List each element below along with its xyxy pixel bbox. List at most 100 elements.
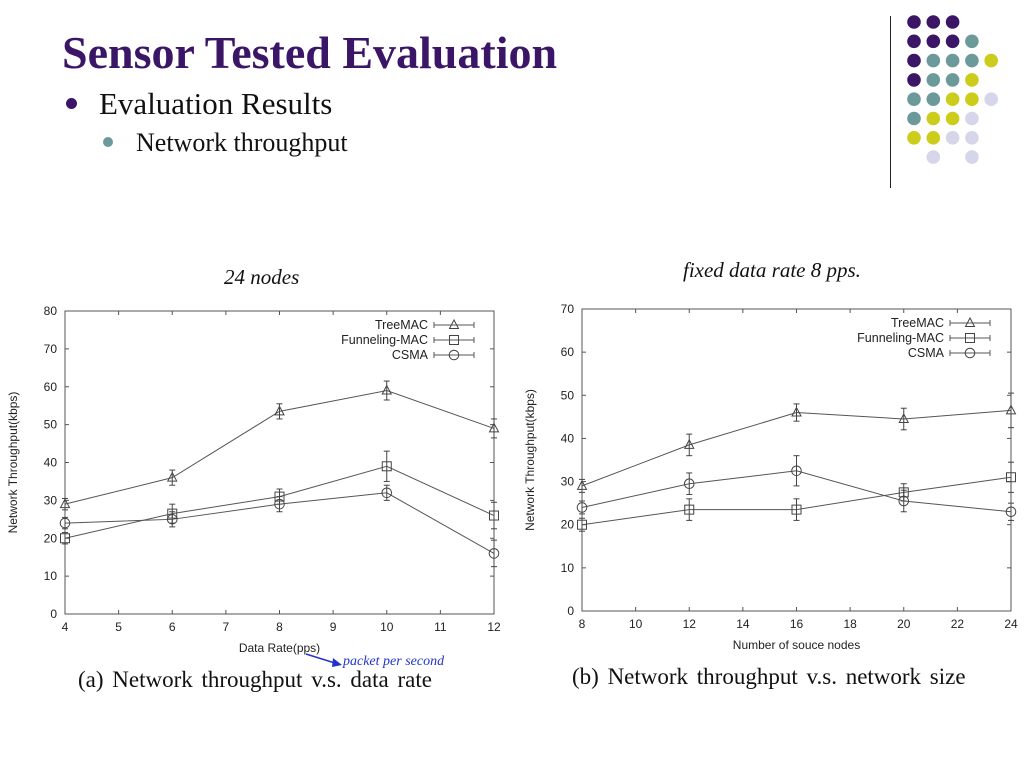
decorative-dot-grid — [907, 15, 998, 164]
y-tick-label: 20 — [44, 531, 58, 545]
x-tick-label: 10 — [629, 617, 643, 631]
decor-dot-purple — [945, 34, 960, 49]
y-tick-label: 0 — [567, 604, 574, 618]
y-axis-label: Network Throughput(kbps) — [6, 392, 20, 534]
decor-dot-purple — [907, 73, 921, 87]
data-point-triangle — [274, 405, 285, 416]
decor-dot-yellow — [945, 111, 960, 126]
decor-dot-purple — [926, 15, 941, 29]
decor-dot-yellow — [965, 92, 979, 106]
decor-dot-lavender — [965, 150, 979, 164]
decor-dot-teal — [926, 92, 941, 106]
decor-dot-teal — [965, 53, 979, 68]
bullet-2-text: Network throughput — [136, 128, 348, 157]
decor-dot-lavender — [965, 111, 979, 126]
data-point-triangle — [791, 406, 802, 417]
decor-dot-teal — [945, 53, 960, 68]
x-axis-label: Data Rate(pps) — [239, 641, 320, 655]
x-tick-label: 7 — [223, 620, 230, 634]
decor-dot-yellow — [926, 131, 941, 145]
decor-dot-purple — [907, 53, 921, 68]
packet-per-second-note: packet per second — [343, 654, 445, 669]
chart-a-caption: (a) Network throughput v.s. data rate — [78, 667, 432, 692]
x-axis-label: Number of souce nodes — [733, 638, 860, 652]
decor-dot-teal — [945, 73, 960, 87]
legend-marker-circle — [448, 349, 460, 361]
data-point-square — [791, 504, 802, 515]
data-point-circle — [381, 487, 393, 499]
x-tick-label: 10 — [380, 620, 394, 634]
decor-dot-teal — [926, 73, 941, 87]
x-tick-label: 9 — [330, 620, 337, 634]
x-tick-label: 8 — [579, 617, 586, 631]
series-csma — [576, 455, 1017, 521]
bullet-1-text: Evaluation Results — [99, 86, 333, 121]
y-tick-label: 70 — [44, 342, 58, 356]
data-point-square — [577, 519, 587, 530]
data-point-square — [60, 533, 70, 544]
arrow-icon — [305, 653, 342, 667]
x-tick-label: 12 — [487, 620, 501, 634]
chart-a-throughput-vs-data-rate: 4 5 6 7 8 9 10 11 12 0 10 20 30 40 50 60 70 80 Data Rate(p… — [6, 304, 501, 655]
data-point-square — [1006, 472, 1016, 483]
data-point-square — [489, 510, 499, 521]
data-point-triangle — [683, 438, 695, 449]
decor-dot-purple — [945, 15, 960, 29]
annotation-24-nodes: 24 nodes — [224, 265, 300, 289]
annotation-fixed-rate: fixed data rate 8 pps. — [683, 258, 861, 282]
decor-dot-lavender — [945, 131, 960, 145]
chart-b-throughput-vs-network-size: 8 10 12 14 16 18 20 22 24 0 10 20 30 40 50 60 70 Number o… — [523, 302, 1018, 652]
data-point-circle — [1005, 506, 1017, 518]
data-point-circle — [791, 465, 802, 477]
bullet-level-1: Evaluation Results — [66, 86, 332, 122]
legend-label: TreeMAC — [375, 318, 428, 332]
x-tick-label: 16 — [790, 617, 804, 631]
y-tick-label: 50 — [561, 388, 575, 402]
data-point-circle — [488, 548, 500, 559]
legend-marker-circle — [964, 347, 976, 359]
decor-dot-yellow — [984, 53, 998, 68]
data-point-circle — [898, 495, 910, 507]
data-point-circle — [576, 502, 588, 513]
bullet-dot-icon — [103, 137, 113, 148]
decor-dot-teal — [965, 34, 979, 49]
decor-dot-lavender — [984, 92, 998, 106]
legend-marker-triangle — [964, 316, 976, 327]
x-tick-label: 6 — [169, 620, 176, 634]
legend-label: Funneling-MAC — [857, 331, 944, 345]
y-tick-label: 50 — [44, 418, 58, 432]
data-point-triangle — [488, 422, 500, 433]
y-tick-label: 40 — [561, 431, 575, 445]
legend-label: CSMA — [392, 348, 429, 362]
y-tick-label: 80 — [44, 304, 58, 318]
x-tick-label: 11 — [434, 620, 447, 634]
decor-dot-lavender — [926, 150, 941, 164]
legend-label: Funneling-MAC — [341, 333, 428, 347]
x-tick-label: 22 — [951, 617, 965, 631]
data-point-triangle — [381, 384, 393, 395]
y-tick-label: 10 — [44, 569, 58, 583]
x-tick-label: 20 — [897, 617, 911, 631]
data-point-triangle — [166, 471, 178, 482]
data-point-circle — [683, 478, 695, 490]
data-point-triangle — [898, 412, 910, 424]
decor-dot-purple — [907, 15, 921, 29]
y-tick-label: 10 — [561, 561, 575, 575]
y-tick-label: 60 — [44, 380, 58, 394]
data-point-square — [381, 461, 392, 472]
bullet-dot-icon — [66, 98, 77, 110]
decor-dot-purple — [907, 34, 921, 49]
x-tick-label: 18 — [843, 617, 857, 631]
y-tick-label: 30 — [44, 493, 58, 507]
chart-b-caption: (b) Network throughput v.s. network size — [572, 664, 966, 689]
series-csma — [59, 484, 500, 568]
y-tick-label: 30 — [561, 475, 575, 489]
decor-dot-teal — [907, 111, 921, 126]
x-tick-label: 5 — [115, 620, 122, 634]
data-point-circle — [274, 498, 285, 510]
decor-dot-yellow — [926, 111, 941, 126]
decor-dot-teal — [907, 92, 921, 106]
x-tick-label: 12 — [683, 617, 697, 631]
plot-frame — [64, 310, 495, 615]
x-tick-label: 4 — [62, 620, 69, 634]
